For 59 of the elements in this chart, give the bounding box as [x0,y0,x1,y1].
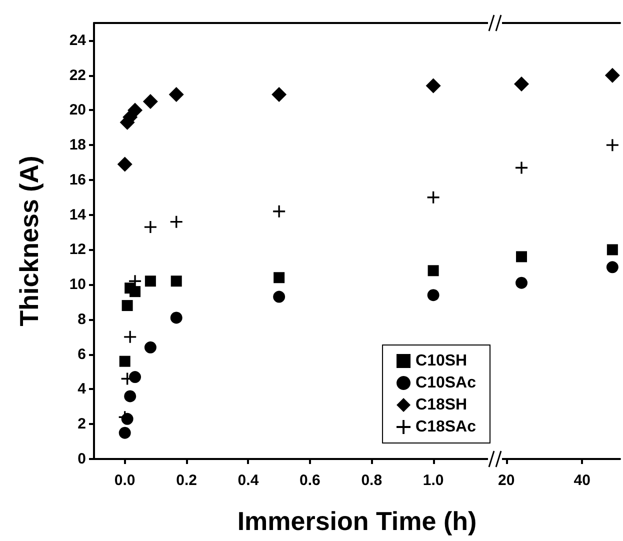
point [122,300,133,312]
point [428,265,439,276]
legend-label: C18SAc [416,418,476,436]
point [272,87,287,102]
point [144,221,156,234]
y-tick-label: 14 [69,206,87,224]
point [129,275,142,288]
y-tick-label: 16 [69,171,86,188]
x-tick-label: 1.0 [422,472,444,489]
point [606,244,618,256]
point [170,312,182,324]
x-tick-label: 0.8 [361,472,382,489]
y-axis-title: Thickness (A) [14,156,44,326]
y-tick-label: 10 [69,276,86,294]
y-tick-label: 4 [78,380,87,398]
x-tick-label: 0.2 [176,472,197,489]
legend-label: C10SAc [416,374,476,392]
y-tick-label: 20 [69,102,86,119]
point [606,139,618,152]
legend-label: C10SH [416,352,468,370]
point [427,289,440,302]
point [274,272,285,284]
point [168,87,184,102]
x-axis-title: Immersion Time (h) [236,506,478,537]
point [516,276,528,289]
point [119,356,130,367]
x-tick-label: 0.6 [299,472,320,489]
legend-label: C18SH [416,396,468,414]
point [142,94,158,109]
y-tick-label: 0 [78,450,86,468]
point [129,371,142,384]
point [516,162,528,174]
point [130,286,141,298]
point [604,68,620,83]
y-tick-label: 6 [78,346,86,363]
point [516,251,528,262]
y-tick-label: 12 [69,241,86,258]
y-tick-label: 18 [69,136,86,154]
point [144,276,156,287]
point [273,290,286,303]
x-tick-label: 0.0 [114,472,136,489]
x-tick-label: 40 [574,472,590,489]
point [128,102,143,118]
point [124,390,136,402]
point [118,426,131,439]
y-tick-label: 24 [69,32,87,49]
point [273,205,286,218]
point [514,76,530,92]
x-tick-label: 0.4 [238,472,260,489]
point [426,78,441,94]
y-tick-label: 2 [78,416,86,433]
point [117,156,132,172]
point [144,341,156,354]
point [606,261,618,274]
x-tick-label: 20 [498,472,515,489]
y-tick-label: 22 [69,66,86,84]
point [170,276,182,287]
y-tick-label: 8 [78,310,86,328]
point [124,330,136,343]
